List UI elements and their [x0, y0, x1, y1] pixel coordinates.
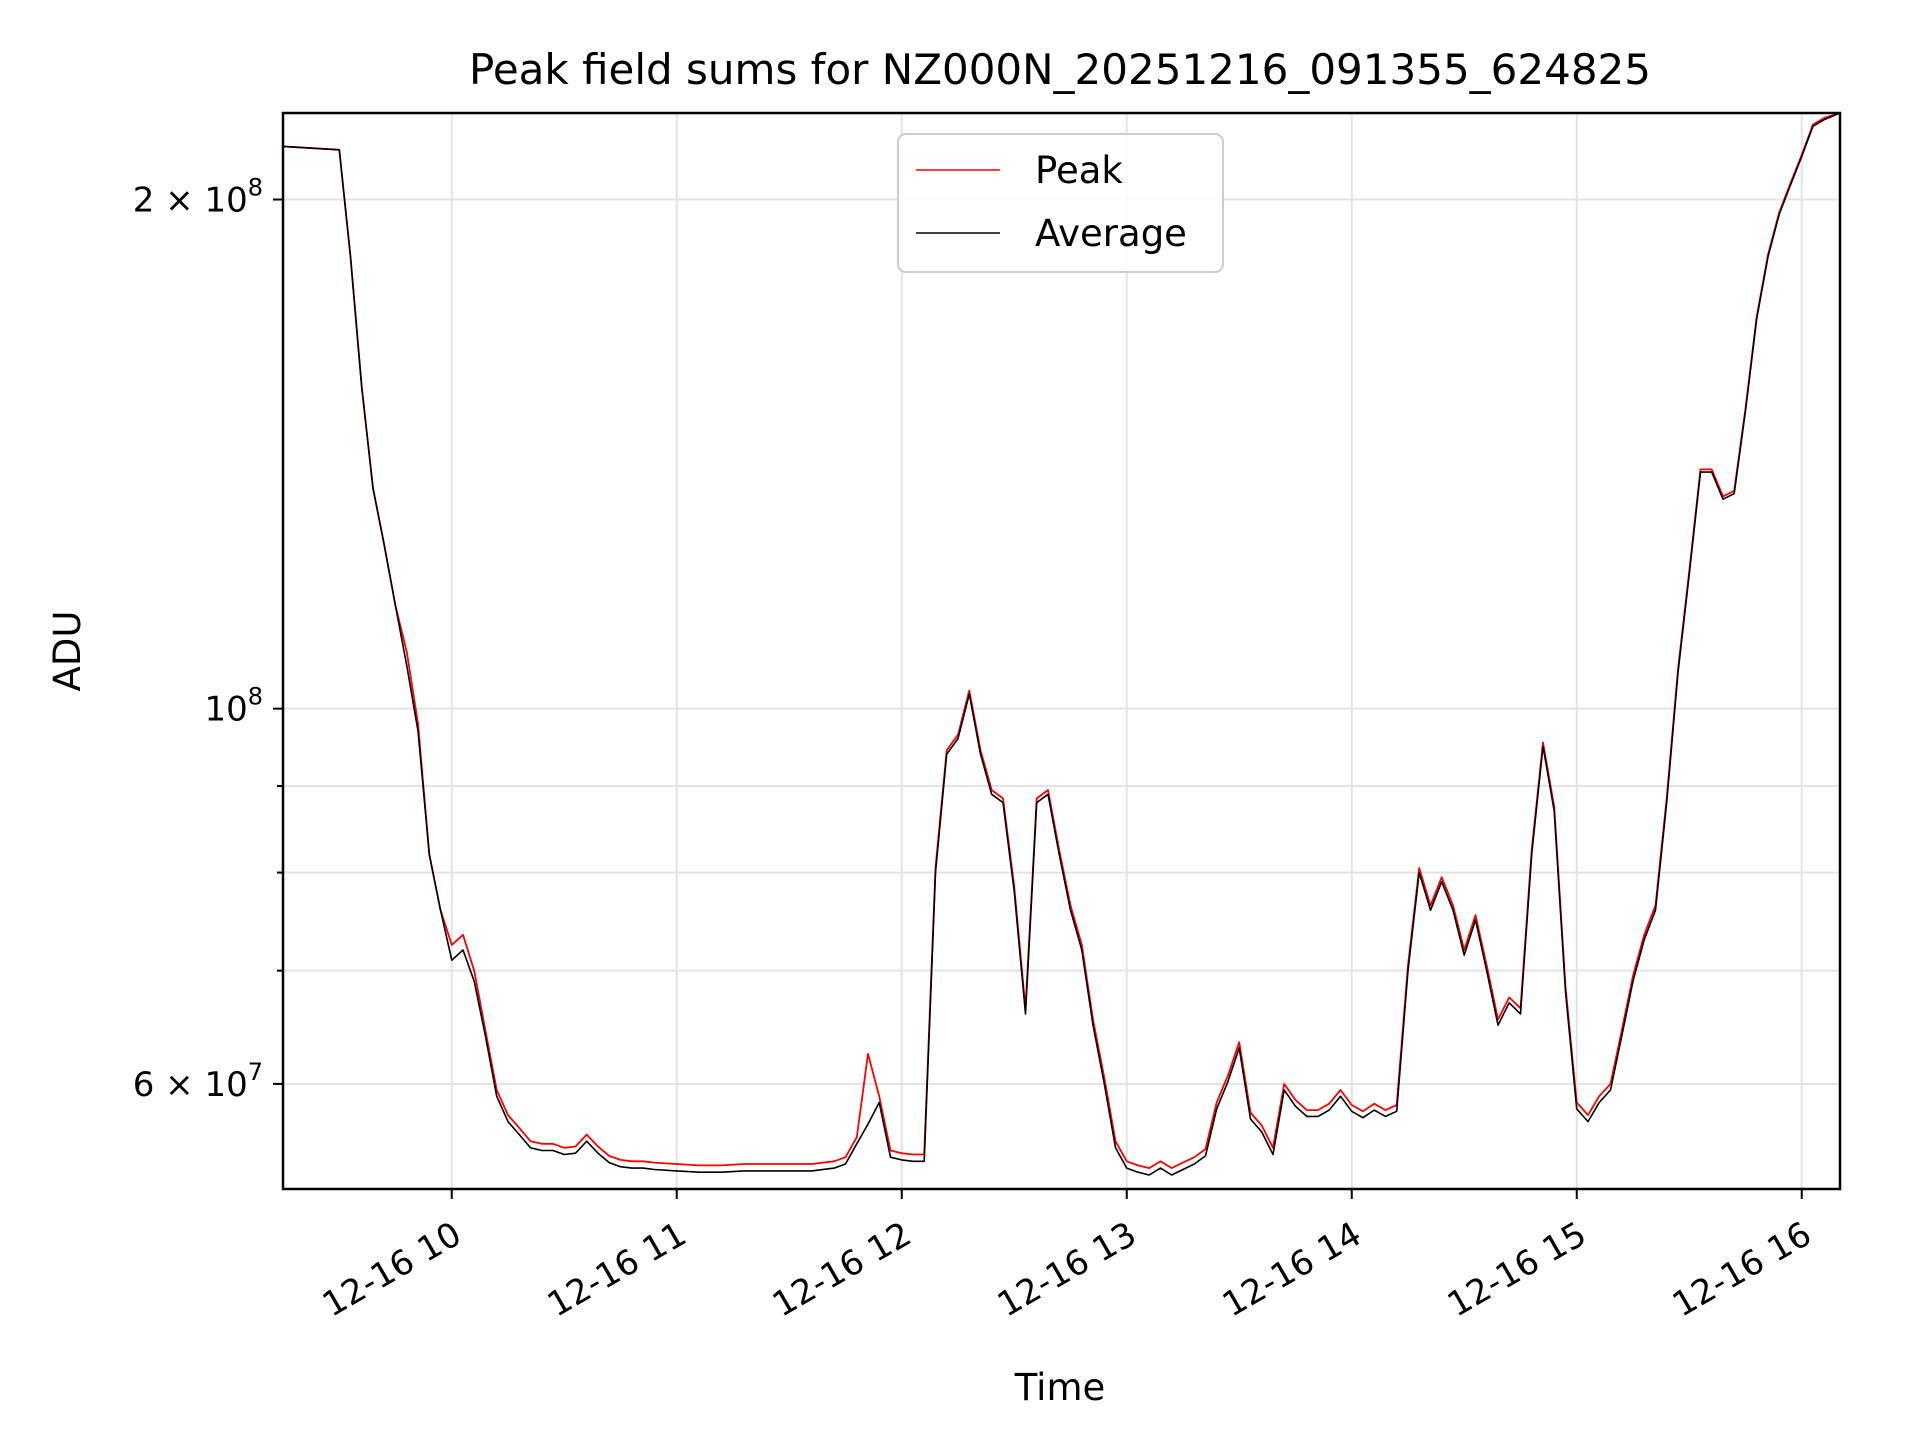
chart-title: Peak field sums for NZ000N_20251216_0913…: [469, 45, 1651, 94]
series-line-average: [282, 112, 1841, 1176]
legend-box: [897, 133, 1224, 273]
x-axis-label: Time: [1014, 1366, 1106, 1409]
legend: Peak Average: [897, 133, 1224, 273]
y-tick-label: 108: [204, 683, 263, 730]
y-tick-label: 6 × 107: [133, 1058, 263, 1105]
legend-average-label: Average: [1035, 212, 1187, 255]
y-axis-label: ADU: [46, 611, 89, 692]
y-tick-label: 2 × 108: [133, 174, 263, 221]
legend-peak-label: Peak: [1035, 149, 1123, 192]
series-layer: [282, 112, 1841, 1176]
plot-frame: [281, 111, 1842, 1191]
series-line-peak: [282, 112, 1841, 1169]
grid-layer: [283, 113, 1840, 1189]
